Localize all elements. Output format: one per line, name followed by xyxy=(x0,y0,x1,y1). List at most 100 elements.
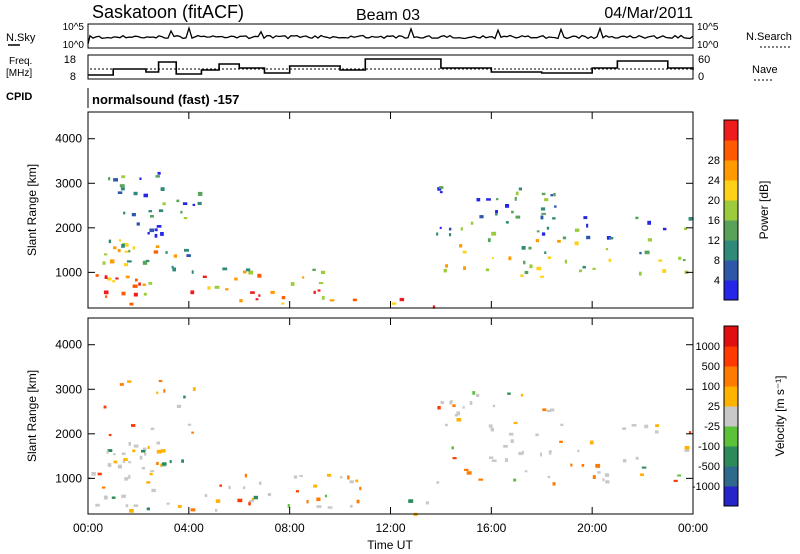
velocity-data-cell xyxy=(513,421,518,425)
velocity-ytick-label: 4000 xyxy=(55,338,82,352)
power-data-cell xyxy=(462,250,467,254)
power-data-cell xyxy=(162,202,166,206)
nsearch-tick-top: 10^5 xyxy=(697,22,719,33)
power-data-cell xyxy=(432,305,436,309)
power-data-cell xyxy=(176,199,180,203)
velocity-data-cell xyxy=(162,462,167,466)
velocity-data-cell xyxy=(156,449,162,454)
velocity-axes: 1000 2000 3000 4000 xyxy=(55,318,694,514)
velocity-data-cell xyxy=(131,424,136,427)
power-colorbar-tick-label: 24 xyxy=(708,175,720,187)
freq-tick-bottom: 8 xyxy=(70,71,76,83)
power-data-cell xyxy=(463,266,466,270)
power-data-cell xyxy=(102,261,106,265)
velocity-data-cell xyxy=(513,478,517,482)
power-data-cell xyxy=(154,233,158,238)
power-data-cell xyxy=(165,251,168,254)
nave-tick-bottom: 0 xyxy=(698,71,704,83)
velocity-colorbar-tick-label: -25 xyxy=(704,421,720,433)
power-data-cell xyxy=(172,267,176,272)
power-data-cell xyxy=(313,290,316,294)
power-data-cell xyxy=(150,215,154,218)
velocity-data-cell xyxy=(228,485,231,490)
power-data-cell xyxy=(578,269,583,273)
power-data-cell xyxy=(119,184,125,188)
power-data-cell xyxy=(258,294,261,297)
freq-line xyxy=(88,58,694,76)
velocity-data-cell xyxy=(327,506,333,509)
power-data-cell xyxy=(459,244,463,248)
power-data-cell xyxy=(243,270,247,274)
velocity-data-cell xyxy=(520,393,524,397)
velocity-data-cell xyxy=(425,501,429,505)
velocity-data-cell xyxy=(306,500,309,504)
power-data-cell xyxy=(439,191,443,194)
nsky-trace xyxy=(87,25,694,45)
velocity-data-cells xyxy=(88,379,692,516)
velocity-data-cell xyxy=(108,433,112,437)
velocity-data-cell xyxy=(550,408,555,412)
power-data-cell xyxy=(443,268,447,273)
power-data-cell xyxy=(540,275,545,278)
power-data-cell xyxy=(495,213,498,216)
velocity-data-cell xyxy=(456,411,461,416)
velocity-colorbar-tick-label: -1000 xyxy=(692,481,720,493)
velocity-data-cell xyxy=(113,460,118,464)
power-data-cell xyxy=(312,268,316,271)
velocity-data-cell xyxy=(169,460,172,464)
x-tick-label: 04:00 xyxy=(174,521,204,535)
power-data-cell xyxy=(485,268,490,272)
power-axes: 1000 2000 3000 4000 xyxy=(55,112,694,308)
power-data-cell xyxy=(536,230,540,233)
power-data-cell xyxy=(688,217,691,221)
velocity-data-cell xyxy=(160,449,166,453)
power-data-cell xyxy=(95,274,99,277)
power-data-cell xyxy=(270,290,275,294)
velocity-data-cell xyxy=(313,484,318,488)
velocity-data-cell xyxy=(107,449,113,452)
power-data-cell xyxy=(495,210,498,213)
velocity-data-cell xyxy=(259,481,262,485)
x-tick-label: 00:00 xyxy=(73,521,103,535)
velocity-data-cell xyxy=(347,475,350,480)
power-data-cell xyxy=(180,210,183,214)
velocity-data-cell xyxy=(121,494,126,498)
velocity-data-cell xyxy=(103,495,108,500)
power-colorbar-segment xyxy=(724,160,738,181)
velocity-data-cell xyxy=(655,424,660,427)
x-tick-label: 16:00 xyxy=(476,521,506,535)
power-data-cell xyxy=(124,263,128,267)
velocity-colorbar-tick-label: 500 xyxy=(702,361,720,373)
power-colorbar-segment xyxy=(724,120,738,141)
velocity-data-cell xyxy=(492,404,496,408)
power-data-cell xyxy=(123,211,126,215)
power-colorbar-tick-label: 12 xyxy=(708,235,720,247)
power-data-cell xyxy=(158,209,164,213)
x-tick-label: 20:00 xyxy=(577,521,607,535)
velocity-data-cell xyxy=(177,505,182,508)
power-data-cell xyxy=(281,302,285,305)
power-ytick-label: 1000 xyxy=(55,265,82,279)
velocity-data-cell xyxy=(559,440,563,443)
power-data-cell xyxy=(143,193,148,198)
velocity-data-cell xyxy=(462,406,465,409)
power-data-cell xyxy=(658,259,663,262)
power-data-cell xyxy=(321,296,325,300)
power-data-cell xyxy=(153,250,159,254)
velocity-data-cell xyxy=(128,475,131,479)
velocity-data-cell xyxy=(127,380,132,383)
velocity-data-cell xyxy=(452,457,457,460)
power-data-cell xyxy=(133,191,138,196)
power-data-cell xyxy=(147,232,150,235)
power-data-cell xyxy=(222,267,228,271)
velocity-colorbar-segment xyxy=(724,426,738,447)
power-colorbar-segment xyxy=(724,280,738,301)
velocity-data-cell xyxy=(141,467,146,470)
velocity-colorbar-tick-label: 25 xyxy=(708,401,720,413)
velocity-data-cell xyxy=(248,501,251,506)
velocity-data-cell xyxy=(631,424,637,427)
freq-tick-top: 18 xyxy=(64,54,76,66)
velocity-data-cell xyxy=(141,449,146,453)
velocity-data-cell xyxy=(204,494,208,498)
velocity-data-cell xyxy=(142,447,147,451)
